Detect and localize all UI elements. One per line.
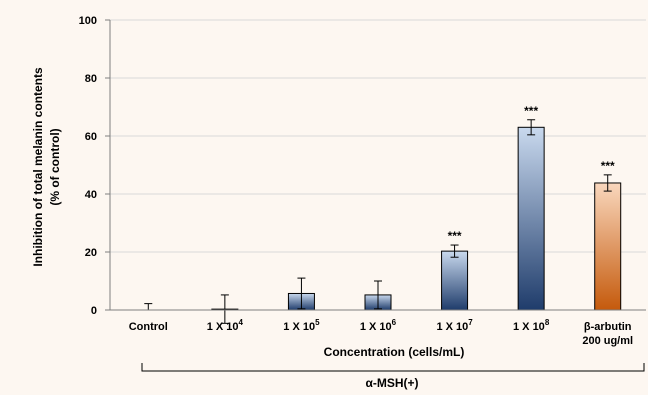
- bar: [517, 126, 545, 311]
- x-tick-label-exponent: 5: [315, 318, 320, 327]
- x-tick-label: β-arbutin: [584, 321, 632, 333]
- bars: [211, 126, 622, 311]
- x-tick-label-base: 200 ug/ml: [582, 335, 633, 347]
- x-tick-label-base: 1 X 10: [436, 321, 468, 333]
- y-tick-label: 20: [85, 247, 97, 259]
- gridlines: [110, 19, 646, 253]
- y-axis-title-line-1: Inhibition of total melanin contents: [31, 67, 45, 267]
- x-tick-label: 1 X 105: [283, 318, 320, 333]
- x-tick-label-exponent: 4: [239, 318, 244, 327]
- x-tick-label: 1 X 107: [436, 318, 473, 333]
- x-tick-label-base: 1 X 10: [283, 321, 315, 333]
- error-bars: [144, 119, 612, 324]
- axes: [105, 19, 646, 311]
- x-tick-label-base: 1 X 10: [360, 321, 392, 333]
- x-tick-label: 1 X 104: [207, 318, 244, 333]
- y-tick-label: 0: [91, 305, 97, 317]
- x-tick-label: 1 X 108: [513, 318, 550, 333]
- y-axis-title-line-2: (% of control): [48, 128, 62, 205]
- x-axis-title: Concentration (cells/mL): [324, 345, 465, 359]
- x-tick-label-base: β-arbutin: [584, 321, 632, 333]
- group-bracket: [141, 363, 645, 372]
- x-tick-label-base: Control: [129, 321, 168, 333]
- y-tick-label: 100: [79, 15, 97, 27]
- x-tick-label-exponent: 7: [468, 318, 473, 327]
- y-tick-label: 40: [85, 189, 97, 201]
- group-label: α-MSH(+): [365, 376, 418, 390]
- x-tick-label-base: 1 X 10: [207, 321, 239, 333]
- significance-label: ***: [448, 229, 462, 243]
- y-tick-label: 80: [85, 73, 97, 85]
- x-tick-label-exponent: 6: [392, 318, 397, 327]
- x-tick-label: Control: [129, 321, 168, 333]
- x-tick-label-exponent: 8: [545, 318, 550, 327]
- y-tick-label: 60: [85, 131, 97, 143]
- significance-label: ***: [524, 104, 538, 118]
- bar: [441, 250, 469, 311]
- bar: [594, 182, 622, 311]
- x-tick-label: 1 X 106: [360, 318, 397, 333]
- significance-label: ***: [601, 159, 615, 173]
- x-tick-label: 200 ug/ml: [582, 335, 633, 347]
- x-tick-label-base: 1 X 10: [513, 321, 545, 333]
